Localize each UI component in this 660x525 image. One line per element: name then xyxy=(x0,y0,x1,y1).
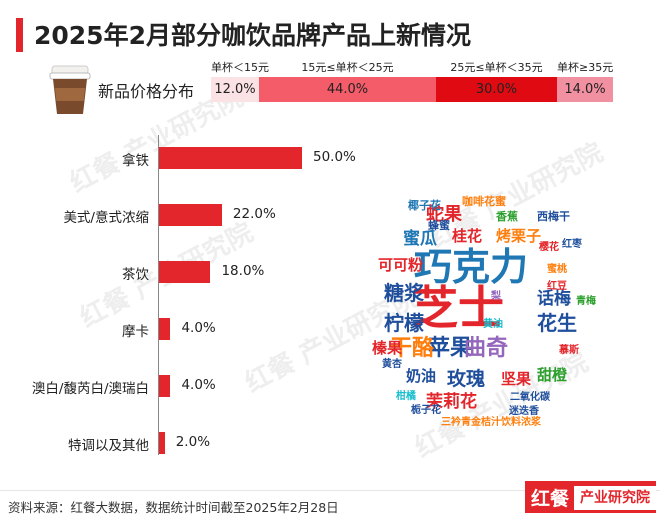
price-distribution-label: 新品价格分布 xyxy=(98,82,195,101)
logo-mark: 红餐 xyxy=(531,488,570,510)
price-segment-header: 15元≤单杯＜25元 xyxy=(301,61,394,74)
word-cloud-term: 柑橘 xyxy=(396,391,416,402)
word-cloud-term: 香蕉 xyxy=(496,210,518,223)
bar-value-label: 22.0% xyxy=(232,206,276,222)
word-cloud-term: 蜜桃 xyxy=(547,264,567,275)
word-cloud-term: 黄油 xyxy=(483,319,503,330)
bar-category-label: 茶饮 xyxy=(122,267,149,283)
word-cloud-term: 巧克力 xyxy=(414,245,529,289)
word-cloud-term: 坚果 xyxy=(501,370,532,388)
word-cloud-term: 曲奇 xyxy=(464,336,509,361)
price-segment-header: 单杯≥35元 xyxy=(557,61,614,74)
price-segment: 44.0% xyxy=(259,77,436,102)
word-cloud-term: 梨 xyxy=(491,291,501,302)
word-cloud-term: 烤栗子 xyxy=(496,227,542,245)
word-cloud-term: 樱花 xyxy=(539,242,559,253)
bar xyxy=(159,375,171,397)
word-cloud-term: 糖浆 xyxy=(384,281,424,305)
price-segment: 12.0% xyxy=(211,77,259,102)
word-cloud-term: 茉莉花 xyxy=(426,392,477,412)
price-segment: 14.0% xyxy=(557,77,613,102)
word-cloud-term: 蜜瓜 xyxy=(403,229,437,249)
word-cloud-term: 椰子花 xyxy=(408,199,441,212)
chart-axis xyxy=(158,135,159,455)
word-cloud-term: 青梅 xyxy=(576,296,596,307)
word-cloud-term: 柠檬 xyxy=(384,311,424,335)
word-cloud-term: 西梅干 xyxy=(537,210,570,223)
bar-value-label: 4.0% xyxy=(181,320,216,336)
word-cloud-term: 桂花 xyxy=(452,227,483,245)
bar-value-label: 2.0% xyxy=(175,434,211,450)
bar xyxy=(159,318,171,340)
logo-text: 产业研究院 xyxy=(574,486,656,510)
word-cloud-term: 可可粉 xyxy=(378,256,424,274)
bar-category-label: 摩卡 xyxy=(122,324,149,340)
bar-category-label: 拿铁 xyxy=(122,153,149,169)
page-title: 2025年2月部分咖饮品牌产品上新情况 xyxy=(34,21,471,50)
word-cloud-term: 红豆 xyxy=(547,281,567,292)
word-cloud-term: 甜橙 xyxy=(537,366,568,384)
word-cloud-term: 话梅 xyxy=(537,289,571,309)
bar-value-label: 18.0% xyxy=(221,263,265,279)
bar xyxy=(159,261,211,283)
footer-divider xyxy=(0,490,660,491)
price-segment-header: 单杯＜15元 xyxy=(211,61,269,74)
price-segment: 30.0% xyxy=(436,77,557,102)
bar-category-label: 澳白/馥芮白/澳瑞白 xyxy=(31,381,149,397)
word-cloud-term: 干酪 xyxy=(390,336,435,361)
coffee-cup-icon xyxy=(49,65,91,114)
word-cloud-term: 蜂蜜 xyxy=(428,219,450,232)
bar-value-label: 4.0% xyxy=(181,377,216,393)
word-cloud-term: 慕斯 xyxy=(559,345,579,356)
word-cloud-term: 玫瑰 xyxy=(447,368,486,390)
word-cloud-term: 迷迭香 xyxy=(509,406,539,417)
bar-category-label: 特调以及其他 xyxy=(68,438,149,454)
word-cloud-term: 黄杏 xyxy=(382,359,402,370)
word-cloud-term: 栀子花 xyxy=(411,405,441,416)
data-source-note: 资料来源：红餐大数据，数据统计时间截至2025年2月28日 xyxy=(8,500,339,515)
bar xyxy=(159,204,222,226)
bar-value-label: 50.0% xyxy=(313,149,356,165)
word-cloud-term: 奶油 xyxy=(406,367,437,385)
word-cloud-term: 二氧化碳 xyxy=(510,392,550,403)
bar-category-label: 美式/意式浓缩 xyxy=(63,210,149,226)
word-cloud-term: 花生 xyxy=(537,311,577,335)
word-cloud-term: 咖啡花蜜 xyxy=(462,195,506,208)
bar xyxy=(159,432,165,454)
word-cloud-term: 苹果 xyxy=(428,336,473,361)
price-segment-header: 25元≤单杯＜35元 xyxy=(450,61,543,74)
word-cloud-term: 芝士 xyxy=(412,281,504,335)
word-cloud-term: 三衿青金桔汁饮料浓浆 xyxy=(441,417,541,428)
word-cloud-term: 蛇果 xyxy=(426,204,462,225)
title-accent-bar xyxy=(16,18,23,52)
word-cloud-term: 榛果 xyxy=(372,339,403,357)
word-cloud-term: 红枣 xyxy=(562,239,582,250)
bar xyxy=(159,147,302,169)
